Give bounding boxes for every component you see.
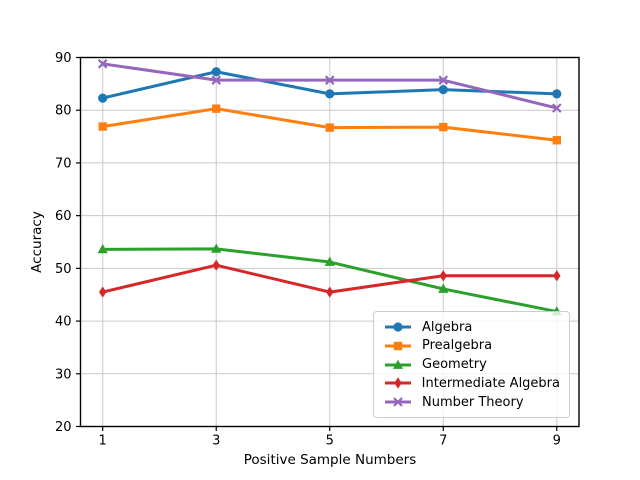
x-tick-label: 9 [553, 434, 561, 449]
data-point-marker [99, 286, 107, 298]
data-point-marker [324, 256, 335, 266]
data-point-marker [393, 322, 403, 332]
x-legend-icon [385, 397, 411, 407]
data-point-marker [324, 75, 335, 85]
legend-label: Number Theory [422, 394, 524, 410]
y-tick-label: 20 [55, 420, 72, 435]
legend-item-geometry: Geometry [383, 356, 560, 374]
data-point-marker [98, 93, 108, 103]
square-legend-icon [385, 341, 411, 350]
data-point-marker [393, 397, 403, 407]
y-tick-label: 40 [55, 315, 72, 330]
data-point-marker [326, 286, 334, 298]
legend-item-prealgebra: Prealgebra [383, 337, 560, 355]
data-point-marker [97, 243, 108, 254]
data-point-marker [325, 123, 334, 132]
legend-label: Prealgebra [422, 338, 493, 354]
data-point-marker [97, 59, 108, 69]
y-tick-label: 60 [55, 209, 72, 224]
legend-item-number-theory: Number Theory [383, 393, 560, 411]
data-point-marker [439, 122, 448, 132]
data-point-marker [553, 270, 561, 282]
y-axis-title: Accuracy [29, 211, 45, 273]
data-point-marker [212, 104, 221, 113]
data-point-marker [552, 89, 562, 99]
data-point-marker [211, 67, 221, 77]
legend-label: Geometry [422, 357, 487, 372]
diamond-thin-legend-icon [385, 377, 411, 389]
x-tick-label: 5 [326, 434, 334, 449]
x-tick-label: 1 [99, 434, 107, 449]
data-point-marker [552, 103, 562, 113]
y-tick-label: 90 [55, 51, 72, 66]
data-point-marker [394, 377, 402, 389]
data-point-marker [98, 122, 107, 131]
legend-label: Algebra [422, 319, 473, 335]
data-point-marker [211, 75, 222, 85]
legend: Algebra Prealgebra Geometry Intermediate Al… [373, 311, 570, 418]
data-point-marker [212, 259, 220, 271]
data-point-marker [438, 85, 448, 95]
circle-legend-icon [385, 322, 411, 332]
data-point-marker [438, 283, 449, 293]
y-tick-label: 80 [55, 104, 72, 119]
triangle-up-legend-icon [385, 359, 411, 369]
y-tick-label: 50 [55, 262, 72, 277]
data-point-marker [439, 270, 447, 282]
x-axis-title: Positive Sample Numbers [243, 452, 417, 468]
legend-item-intermediate-algebra: Intermediate Algebra [383, 374, 560, 392]
x-tick-label: 3 [212, 434, 220, 449]
legend-label: Intermediate Algebra [421, 375, 560, 391]
data-point-marker [392, 359, 404, 369]
data-point-marker [552, 136, 561, 145]
y-tick-label: 70 [55, 156, 72, 171]
data-point-marker [211, 243, 222, 253]
data-point-marker [393, 341, 403, 350]
data-point-marker [325, 89, 335, 99]
data-point-marker [438, 75, 449, 85]
x-tick-label: 7 [439, 434, 447, 449]
legend-item-algebra: Algebra [383, 318, 560, 336]
y-tick-label: 30 [55, 367, 72, 382]
